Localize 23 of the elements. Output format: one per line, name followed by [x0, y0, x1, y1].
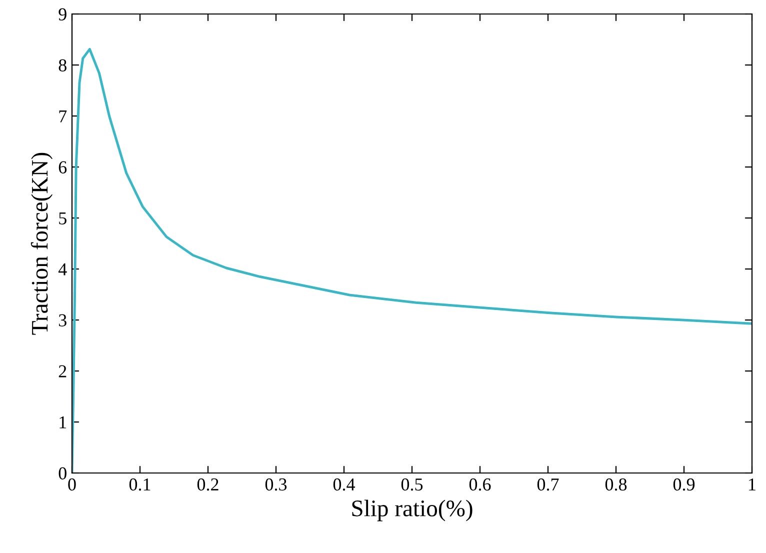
- x-tick-label: 0.3: [265, 478, 287, 491]
- y-tick-label: 1: [60, 416, 66, 428]
- y-tick-label: 9: [58, 8, 66, 20]
- y-tick-label: 2: [58, 365, 66, 378]
- x-axis-title: Slip ratio(%): [352, 500, 472, 522]
- y-axis-title: Traction force(KN): [30, 152, 53, 335]
- y-tick-label: 3: [58, 314, 66, 326]
- x-tick-label: 0: [68, 478, 76, 491]
- x-tick-label: 0.5: [401, 478, 423, 491]
- x-tick-label: 0.7: [537, 478, 559, 491]
- x-tick-label: 0.6: [469, 478, 491, 491]
- y-tick-label: 7: [59, 110, 67, 122]
- y-tick-label: 0: [58, 467, 66, 480]
- y-tick-label: 5: [59, 212, 66, 224]
- y-tick-label: 4: [58, 263, 67, 276]
- x-tick-label: 1: [749, 478, 756, 490]
- x-tick-label: 0.9: [673, 478, 695, 491]
- x-tick-label: 0.4: [333, 478, 356, 491]
- x-tick-label: 0.8: [605, 478, 627, 491]
- y-tick-label: 8: [58, 59, 66, 72]
- x-tick-label: 0.1: [129, 478, 150, 491]
- x-tick-label: 0.2: [197, 478, 218, 491]
- y-tick-label: 6: [58, 161, 67, 174]
